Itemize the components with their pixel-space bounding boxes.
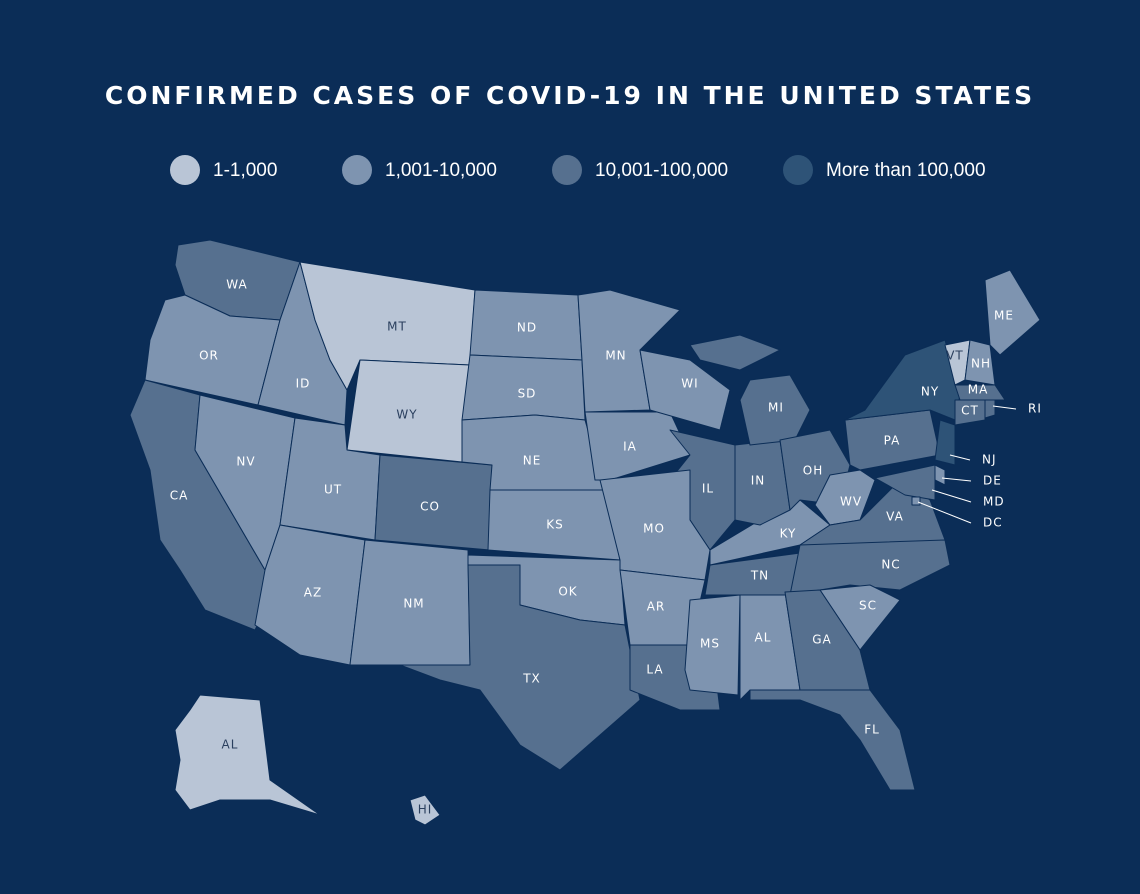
state-label: WA: [226, 278, 247, 292]
state-label: SC: [859, 599, 877, 613]
state-label: IA: [623, 440, 637, 454]
state-shape: [784, 589, 871, 691]
leader-line: [992, 405, 1017, 410]
state-shape: [409, 794, 441, 826]
state-label: WV: [840, 495, 862, 509]
state-label: DE: [983, 474, 1002, 488]
state-label: VT: [946, 349, 964, 363]
state-shape: [684, 594, 741, 696]
legend-label: 10,001-100,000: [595, 160, 728, 181]
state-label: PA: [884, 434, 901, 448]
state-label: MO: [643, 522, 665, 536]
state-label: NE: [523, 454, 542, 468]
state-shape: [749, 689, 916, 791]
state-label: TX: [522, 672, 541, 686]
leader-line: [941, 477, 972, 482]
leader-line: [931, 489, 972, 503]
state-label: NC: [881, 558, 900, 572]
state-label: OH: [803, 464, 823, 478]
state-label: NM: [403, 597, 424, 611]
state-label: NY: [921, 385, 939, 399]
state-label: SD: [518, 387, 537, 401]
state-label: FL: [864, 723, 880, 737]
state-label: AZ: [304, 586, 322, 600]
state-label: AL: [755, 631, 772, 645]
state-label: TN: [750, 569, 769, 583]
state-shape: [689, 334, 781, 371]
state-label: DC: [983, 516, 1003, 530]
state-shape: [954, 399, 986, 426]
state-shape: [934, 419, 956, 466]
state-label: ND: [517, 321, 537, 335]
state-label: OK: [558, 585, 577, 599]
state-shape: [984, 269, 1041, 356]
legend-label: More than 100,000: [826, 160, 986, 181]
state-label: RI: [1028, 402, 1042, 416]
state-shape: [599, 469, 711, 581]
state-label: MT: [387, 320, 407, 334]
state-shape: [639, 349, 731, 431]
leader-line: [949, 454, 971, 461]
state-label: NJ: [982, 453, 997, 467]
state-shape: [911, 496, 921, 506]
state-label: MN: [605, 349, 626, 363]
leader-line: [917, 501, 972, 524]
state-label: IL: [702, 482, 714, 496]
legend-swatch: [552, 155, 582, 185]
state-label: AL: [222, 738, 239, 752]
state-label: VA: [886, 510, 904, 524]
state-label: CO: [420, 500, 440, 514]
state-label: WI: [681, 377, 698, 391]
state-label: ID: [296, 377, 311, 391]
state-shape: [874, 464, 936, 501]
state-label: MA: [968, 383, 989, 397]
state-label: UT: [324, 483, 342, 497]
legend-label: 1,001-10,000: [385, 160, 497, 181]
state-shape: [174, 694, 321, 816]
state-labels: WA OR CA NV ID MT WY UT CO AZ NM ND SD NE KS OK TX MN IA WI…: [170, 278, 1042, 817]
state-label: MD: [983, 495, 1005, 509]
state-label: MS: [700, 637, 720, 651]
legend-label: 1-1,000: [213, 160, 277, 181]
state-label: KY: [780, 527, 797, 541]
state-shape: [399, 564, 641, 771]
state-label: LA: [646, 663, 663, 677]
state-label: NH: [971, 357, 991, 371]
legend: 1-1,000 1,001-10,000 10,001-100,000 More th…: [170, 155, 986, 185]
state-label: CA: [170, 489, 189, 503]
legend-swatch: [342, 155, 372, 185]
map-title: CONFIRMED CASES OF COVID-19 IN THE UNITE…: [105, 81, 1035, 110]
legend-swatch: [783, 155, 813, 185]
state-label: IN: [751, 474, 766, 488]
state-label: KS: [546, 518, 564, 532]
state-shape: [954, 384, 1006, 401]
state-label: GA: [812, 633, 832, 647]
state-label: HI: [418, 803, 433, 817]
state-label: OR: [199, 349, 219, 363]
legend-swatch: [170, 155, 200, 185]
state-label: AR: [647, 600, 666, 614]
state-shape: [144, 294, 281, 406]
state-label: CT: [961, 404, 979, 418]
states: [129, 239, 1041, 826]
state-label: NV: [236, 455, 255, 469]
state-label: ME: [994, 309, 1014, 323]
state-label: MI: [768, 401, 784, 415]
state-label: WY: [396, 408, 417, 422]
state-shape: [984, 399, 996, 419]
